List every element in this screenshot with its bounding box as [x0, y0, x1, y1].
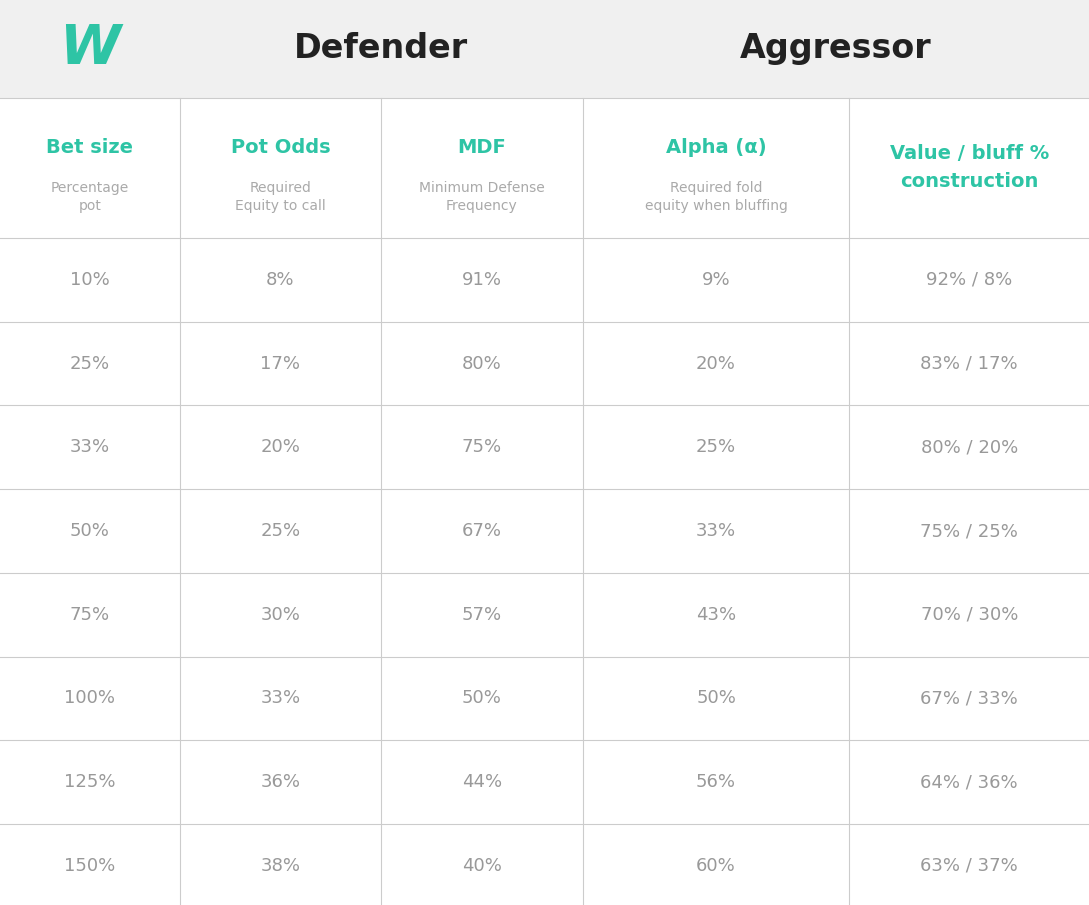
- Text: 40%: 40%: [462, 857, 502, 875]
- Text: 33%: 33%: [260, 690, 301, 708]
- Text: 50%: 50%: [462, 690, 502, 708]
- Bar: [0, 740, 1089, 824]
- Text: 75% / 25%: 75% / 25%: [920, 522, 1018, 540]
- Bar: [0, 322, 1089, 405]
- Text: 43%: 43%: [696, 605, 736, 624]
- Text: 70% / 30%: 70% / 30%: [920, 605, 1018, 624]
- Text: Defender: Defender: [294, 33, 468, 65]
- Text: 10%: 10%: [70, 271, 110, 289]
- Text: 63% / 37%: 63% / 37%: [920, 857, 1018, 875]
- Text: 38%: 38%: [260, 857, 301, 875]
- Text: 44%: 44%: [462, 773, 502, 791]
- Text: Value / bluff %
construction: Value / bluff % construction: [890, 145, 1049, 191]
- Text: 25%: 25%: [70, 355, 110, 373]
- Text: 57%: 57%: [462, 605, 502, 624]
- Text: Required
Equity to call: Required Equity to call: [235, 181, 326, 213]
- Text: 91%: 91%: [462, 271, 502, 289]
- Text: 17%: 17%: [260, 355, 301, 373]
- Text: 25%: 25%: [260, 522, 301, 540]
- Bar: [0, 573, 1089, 657]
- Text: W: W: [59, 22, 121, 76]
- Text: 50%: 50%: [696, 690, 736, 708]
- Text: Pot Odds: Pot Odds: [231, 138, 330, 157]
- Text: 33%: 33%: [70, 438, 110, 456]
- Text: 150%: 150%: [64, 857, 115, 875]
- Text: 9%: 9%: [701, 271, 731, 289]
- Text: 30%: 30%: [260, 605, 301, 624]
- Text: Minimum Defense
Frequency: Minimum Defense Frequency: [419, 181, 544, 213]
- Text: 75%: 75%: [70, 605, 110, 624]
- Bar: [0, 405, 1089, 489]
- Bar: [0, 824, 1089, 905]
- Text: 64% / 36%: 64% / 36%: [920, 773, 1018, 791]
- Text: 8%: 8%: [266, 271, 295, 289]
- Bar: [0, 489, 1089, 573]
- Text: 80%: 80%: [462, 355, 502, 373]
- Text: Alpha (α): Alpha (α): [665, 138, 767, 157]
- Text: 75%: 75%: [462, 438, 502, 456]
- Bar: [0, 657, 1089, 740]
- Text: Bet size: Bet size: [47, 138, 133, 157]
- Text: 36%: 36%: [260, 773, 301, 791]
- Text: 83% / 17%: 83% / 17%: [920, 355, 1018, 373]
- Text: 56%: 56%: [696, 773, 736, 791]
- Text: Required fold
equity when bluffing: Required fold equity when bluffing: [645, 181, 787, 213]
- Text: 67% / 33%: 67% / 33%: [920, 690, 1018, 708]
- Text: 20%: 20%: [696, 355, 736, 373]
- Text: 100%: 100%: [64, 690, 115, 708]
- Bar: [0, 0, 1089, 98]
- Text: 92% / 8%: 92% / 8%: [926, 271, 1013, 289]
- Text: Aggressor: Aggressor: [741, 33, 931, 65]
- Text: 60%: 60%: [696, 857, 736, 875]
- Text: MDF: MDF: [457, 138, 506, 157]
- Text: 125%: 125%: [64, 773, 115, 791]
- Text: 67%: 67%: [462, 522, 502, 540]
- Bar: [0, 238, 1089, 322]
- Text: 50%: 50%: [70, 522, 110, 540]
- Text: 20%: 20%: [260, 438, 301, 456]
- Text: 25%: 25%: [696, 438, 736, 456]
- Bar: [0, 98, 1089, 238]
- Text: Percentage
pot: Percentage pot: [51, 181, 129, 213]
- Text: 80% / 20%: 80% / 20%: [920, 438, 1018, 456]
- Text: 33%: 33%: [696, 522, 736, 540]
